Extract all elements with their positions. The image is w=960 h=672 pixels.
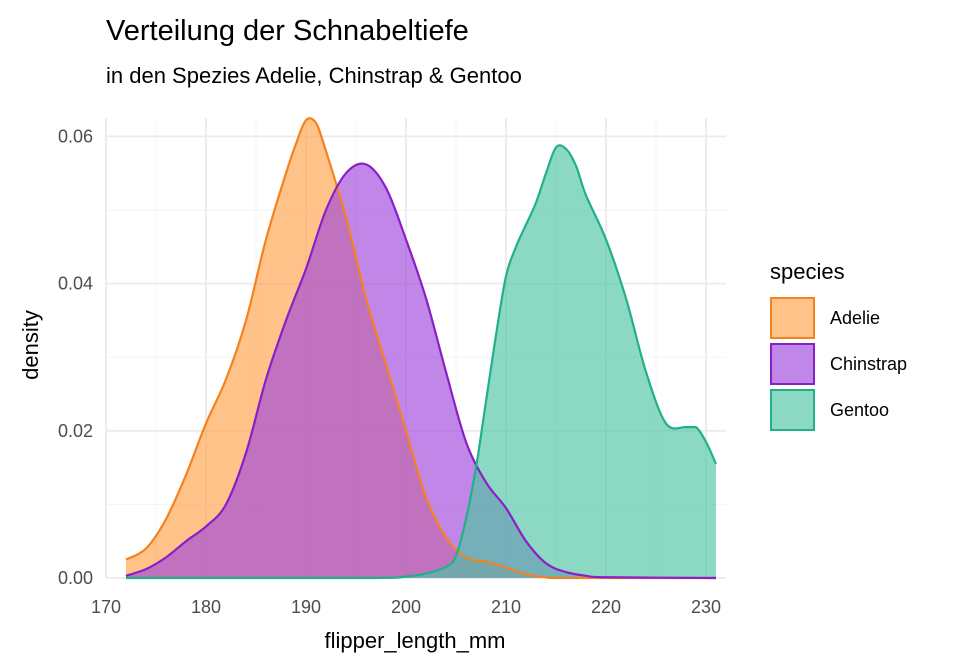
density-area-chinstrap (126, 163, 716, 578)
x-tick-label: 230 (691, 597, 721, 617)
x-axis-title: flipper_length_mm (325, 628, 506, 653)
legend-label-gentoo: Gentoo (830, 400, 889, 420)
legend-key-chinstrap (770, 343, 815, 385)
y-tick-label: 0.00 (58, 568, 93, 588)
y-axis-ticks: 0.00 0.02 0.04 0.06 (58, 126, 93, 588)
chart-subtitle: in den Spezies Adelie, Chinstrap & Gento… (106, 63, 522, 88)
density-line-chinstrap (125, 162, 717, 580)
legend-title: species (770, 259, 845, 284)
density-area-gentoo (126, 145, 716, 579)
chart-title: Verteilung der Schnabeltiefe (106, 15, 469, 47)
y-axis-title: density (18, 310, 43, 380)
y-tick-label: 0.02 (58, 421, 93, 441)
density-line-gentoo (126, 144, 718, 580)
y-tick-label: 0.06 (58, 126, 93, 146)
x-tick-label: 170 (91, 597, 121, 617)
x-axis-ticks: 170 180 190 200 210 220 230 (91, 597, 721, 617)
legend: species Adelie Chinstrap Gentoo (770, 259, 907, 431)
density-areas (126, 118, 716, 579)
x-tick-label: 200 (391, 597, 421, 617)
legend-label-chinstrap: Chinstrap (830, 354, 907, 374)
density-line-adelie (125, 117, 716, 580)
x-tick-label: 180 (191, 597, 221, 617)
x-tick-label: 190 (291, 597, 321, 617)
x-tick-label: 210 (491, 597, 521, 617)
density-lines (125, 117, 718, 580)
x-tick-label: 220 (591, 597, 621, 617)
legend-key-gentoo (770, 389, 815, 431)
y-tick-label: 0.04 (58, 274, 93, 294)
legend-key-adelie (770, 297, 815, 339)
legend-label-adelie: Adelie (830, 308, 880, 328)
